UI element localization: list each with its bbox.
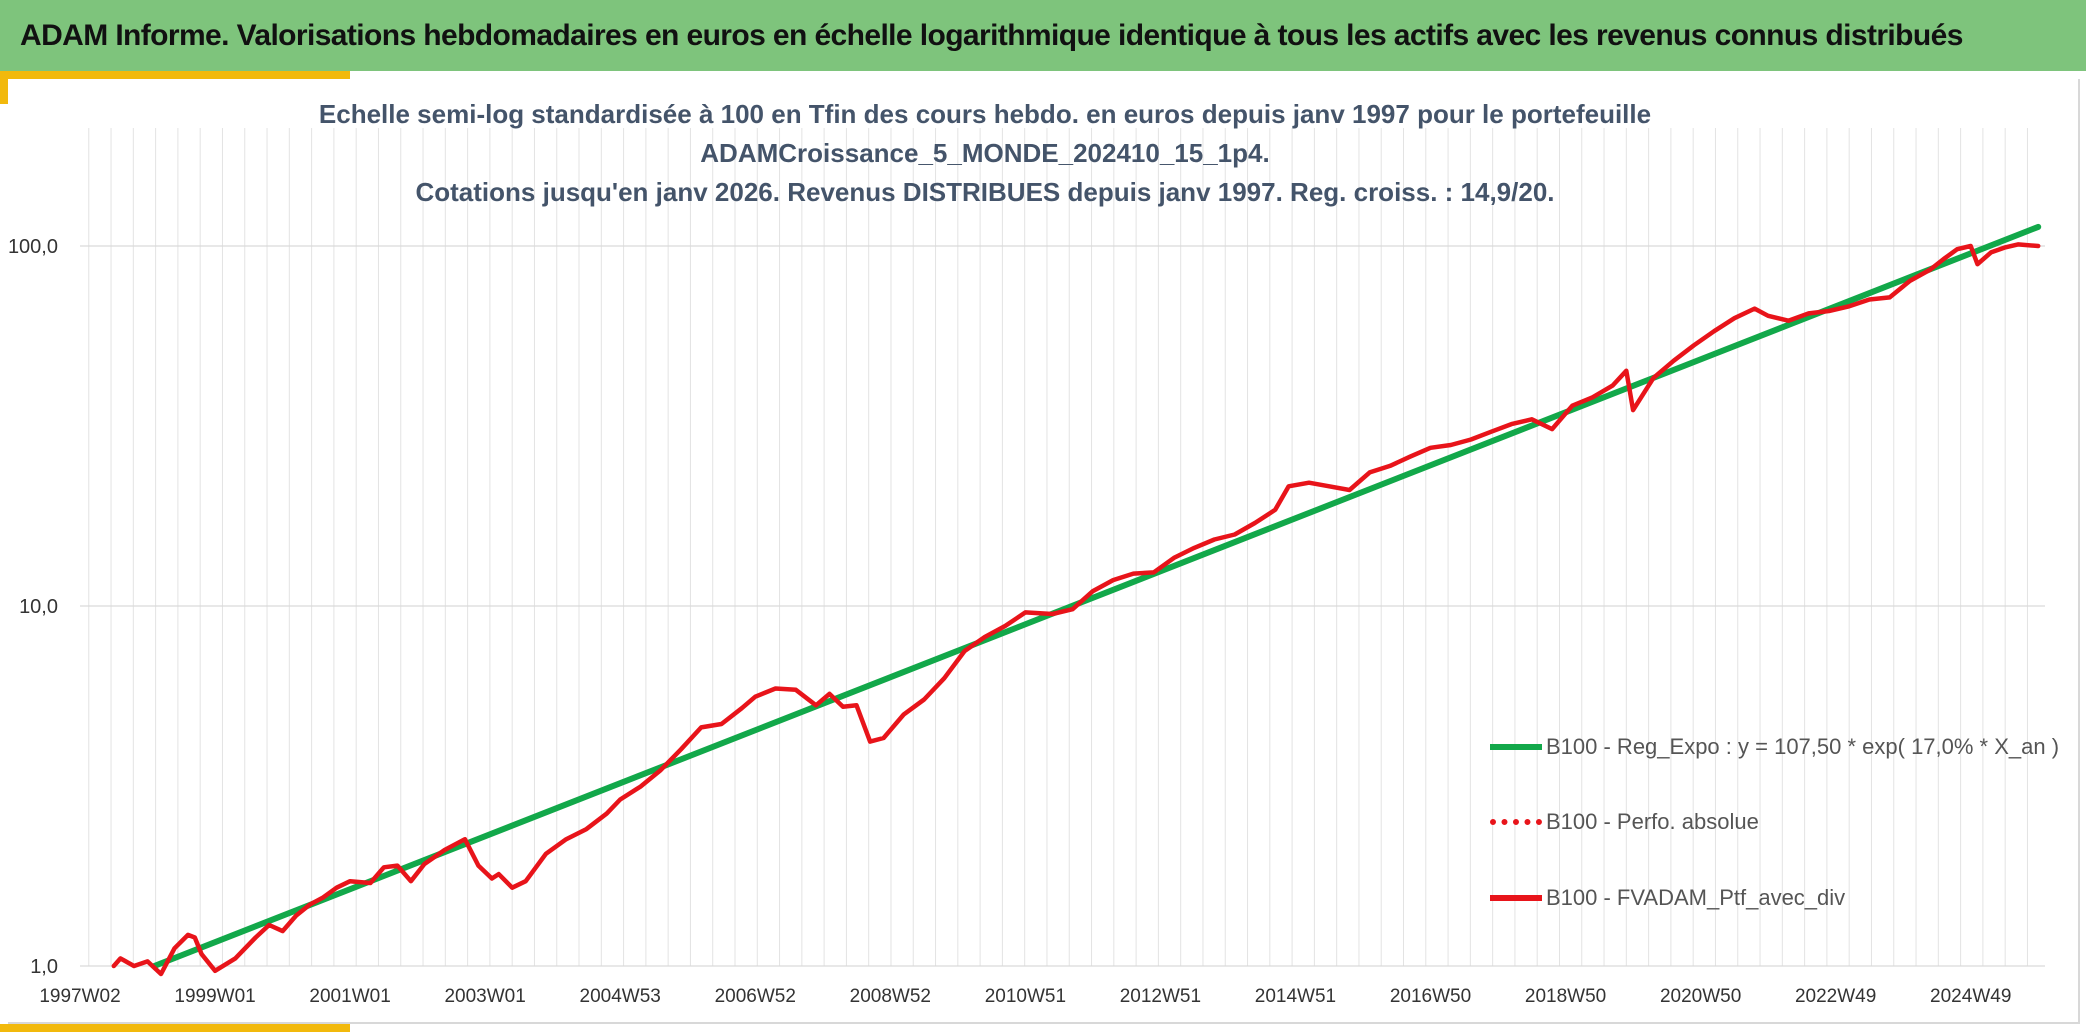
x-tick-label: 2022W49 — [1795, 986, 1876, 1007]
chart-title-line-1: Echelle semi-log standardisée à 100 en T… — [318, 99, 1652, 129]
x-tick-label: 2004W53 — [580, 986, 661, 1007]
x-tick-label: 2003W01 — [444, 986, 525, 1007]
report-banner-title: ADAM Informe. Valorisations hebdomadaire… — [0, 0, 2086, 71]
x-tick-label: 2012W51 — [1120, 986, 1201, 1007]
y-axis-tick-labels: 1,0 10,0 100,0 — [8, 236, 58, 978]
x-tick-label: 1997W02 — [39, 986, 120, 1007]
x-tick-label: 2024W49 — [1930, 986, 2011, 1007]
y-tick-label: 1,0 — [30, 956, 58, 978]
x-tick-label: 2014W51 — [1255, 986, 1336, 1007]
x-tick-label: 2010W51 — [985, 986, 1066, 1007]
accent-bar-top — [0, 71, 350, 79]
portfolio-line — [111, 242, 2041, 977]
x-tick-label: 2006W52 — [715, 986, 796, 1007]
legend-item-absolute-perf: B100 - Perfo. absolue — [1490, 805, 1759, 839]
accent-bar-bottom — [0, 1024, 350, 1032]
legend-label-regression: B100 - Reg_Expo : y = 107,50 * exp( 17,0… — [1546, 734, 2060, 759]
legend-label-absolute-perf: B100 - Perfo. absolue — [1546, 809, 1759, 834]
x-tick-label: 1999W01 — [174, 986, 255, 1007]
y-tick-label: 100,0 — [8, 236, 58, 258]
series-lines — [111, 223, 2042, 977]
legend-item-portfolio: B100 - FVADAM_Ptf_avec_div — [1490, 881, 1845, 915]
legend-swatch-absolute-perf — [1490, 819, 1542, 825]
horizontal-gridlines — [80, 245, 2045, 967]
accent-bar-left — [0, 79, 8, 104]
x-tick-label: 2008W52 — [850, 986, 931, 1007]
legend-item-regression: B100 - Reg_Expo : y = 107,50 * exp( 17,0… — [1490, 730, 2059, 764]
legend-swatch-portfolio — [1490, 895, 1542, 901]
x-tick-label: 2016W50 — [1390, 986, 1471, 1007]
x-tick-label: 2018W50 — [1525, 986, 1606, 1007]
y-tick-label: 10,0 — [19, 596, 58, 618]
x-axis-tick-labels: 1997W02 1999W01 2001W01 2003W01 2004W53 2006W… — [39, 986, 2011, 1007]
chart-title-line-2: ADAMCroissance_5_MONDE_202410_15_1p4. — [700, 138, 1270, 168]
legend-swatch-regression — [1490, 744, 1542, 750]
x-tick-label: 2001W01 — [309, 986, 390, 1007]
x-tick-label: 2020W50 — [1660, 986, 1741, 1007]
legend-label-portfolio: B100 - FVADAM_Ptf_avec_div — [1546, 885, 1846, 910]
chart-title-line-3: Cotations jusqu'en janv 2026. Revenus DI… — [415, 177, 1555, 207]
vertical-gridlines — [88, 128, 2028, 966]
